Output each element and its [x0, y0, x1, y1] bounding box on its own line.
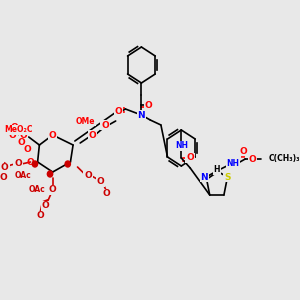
Text: O: O	[36, 212, 44, 220]
Circle shape	[32, 161, 38, 167]
Text: O: O	[1, 164, 9, 172]
Text: NH: NH	[226, 158, 239, 167]
Circle shape	[47, 171, 53, 177]
Text: O: O	[84, 172, 92, 181]
Text: O: O	[11, 123, 19, 132]
Text: N: N	[201, 172, 208, 182]
Text: O: O	[42, 202, 50, 211]
Text: O: O	[20, 130, 27, 140]
Text: OMe: OMe	[76, 116, 95, 125]
Text: O: O	[97, 178, 104, 187]
Text: OAc: OAc	[29, 185, 46, 194]
Text: O: O	[49, 185, 56, 194]
Text: C(CH₃)₃: C(CH₃)₃	[268, 154, 300, 164]
Text: S: S	[224, 172, 231, 182]
Text: O: O	[145, 100, 152, 109]
Text: OAc: OAc	[14, 171, 31, 180]
Text: O: O	[49, 130, 56, 140]
Text: O: O	[101, 121, 109, 130]
Text: O: O	[240, 146, 247, 155]
Text: MeO₂C: MeO₂C	[4, 125, 32, 134]
Text: NH: NH	[175, 142, 188, 151]
Text: O: O	[8, 131, 16, 140]
Text: O: O	[89, 130, 97, 140]
Text: O: O	[17, 138, 25, 147]
Text: H: H	[214, 166, 220, 175]
Text: O: O	[0, 173, 8, 182]
Text: O: O	[186, 154, 194, 163]
Text: O: O	[248, 154, 256, 164]
Text: O: O	[14, 160, 22, 169]
Text: N: N	[138, 110, 145, 119]
Text: O: O	[102, 190, 110, 199]
Text: O: O	[115, 106, 122, 116]
Text: O: O	[23, 145, 31, 154]
Text: O: O	[26, 158, 34, 167]
Circle shape	[65, 161, 70, 167]
